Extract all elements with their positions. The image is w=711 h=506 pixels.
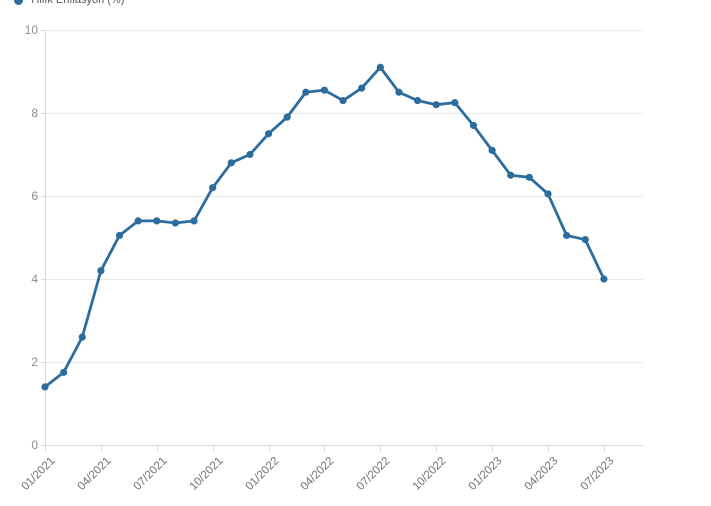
x-axis-tick-mark bbox=[436, 446, 438, 451]
y-axis-tick-label: 8 bbox=[31, 106, 38, 120]
x-axis-tick-mark bbox=[156, 446, 158, 451]
series-data-point[interactable]: 06/2021: 5.4 bbox=[134, 217, 142, 225]
series-data-point[interactable]: 02/2022: 7.9 bbox=[283, 113, 291, 121]
y-gridline bbox=[45, 30, 643, 31]
series-data-point[interactable]: 12/2021: 7 bbox=[246, 150, 254, 159]
series-data-point[interactable]: 08/2021: 5.35 bbox=[171, 219, 179, 227]
y-axis-tick-label: 10 bbox=[24, 23, 38, 37]
series-data-point[interactable]: 04/2022: 8.55 bbox=[320, 86, 329, 94]
x-axis-line bbox=[45, 445, 643, 446]
y-gridline bbox=[45, 362, 643, 363]
series-data-point[interactable]: 08/2022: 8.5 bbox=[395, 88, 403, 96]
y-axis-tick-mark bbox=[41, 30, 45, 31]
series-data-point[interactable]: 03/2021: 2.6 bbox=[78, 333, 86, 341]
series-data-point[interactable]: 03/2022: 8.5 bbox=[302, 88, 310, 96]
y-axis-tick-label: 2 bbox=[31, 355, 38, 369]
series-data-point[interactable]: 05/2022: 8.3 bbox=[339, 96, 347, 105]
y-axis-tick-mark bbox=[41, 362, 45, 363]
series-data-point[interactable]: 02/2023: 6.5 bbox=[507, 171, 515, 179]
legend-dot-marker-icon bbox=[14, 0, 23, 5]
series-line bbox=[43, 65, 606, 389]
series-data-point[interactable]: 11/2022: 8.25 bbox=[451, 99, 459, 107]
series-data-point[interactable]: 03/2023: 6.45 bbox=[525, 173, 533, 181]
series-data-point[interactable]: 09/2022: 8.3 bbox=[413, 96, 422, 105]
y-axis-tick-mark bbox=[41, 113, 45, 114]
x-axis-tick-mark bbox=[380, 446, 382, 451]
y-gridline bbox=[45, 279, 643, 280]
y-axis-tick-label: 0 bbox=[31, 438, 38, 452]
x-axis-tick-mark bbox=[492, 446, 494, 451]
x-axis-tick-mark bbox=[603, 446, 605, 451]
series-data-point[interactable]: 07/2022: 9.1 bbox=[376, 63, 384, 71]
y-axis-line bbox=[45, 30, 46, 446]
series-data-point[interactable]: 04/2023: 6.05 bbox=[544, 190, 552, 198]
y-axis-tick-labels: 0 2 4 6 8 10 bbox=[0, 0, 38, 506]
x-axis-tick-mark bbox=[324, 446, 326, 451]
series-data-point[interactable]: 06/2023: 4.95 bbox=[581, 235, 589, 244]
y-axis-tick-mark bbox=[41, 196, 45, 197]
series-data-point[interactable]: 09/2021: 5.4 bbox=[190, 217, 198, 225]
series-data-point[interactable]: 10/2021: 6.2 bbox=[209, 184, 217, 192]
x-axis-tick-mark bbox=[212, 446, 214, 451]
x-axis-tick-mark bbox=[268, 446, 270, 451]
series-data-point[interactable]: 01/2023: 7.1 bbox=[488, 146, 496, 154]
series-data-point[interactable]: 06/2022: 8.6 bbox=[358, 84, 366, 92]
series-data-point[interactable]: 04/2021: 4.2 bbox=[97, 267, 105, 275]
y-gridline bbox=[45, 196, 643, 197]
series-data-point[interactable]: 12/2022: 7.7 bbox=[469, 121, 478, 130]
series-data-point[interactable]: 01/2022: 7.5 bbox=[264, 130, 273, 138]
series-data-point[interactable]: 01/2021: 1.4 bbox=[41, 383, 49, 391]
series-data-point[interactable]: 02/2021: 1.75 bbox=[60, 368, 68, 376]
series-data-point[interactable]: 07/2021: 5.4 bbox=[153, 217, 161, 225]
series-data-point[interactable]: 05/2021: 5.05 bbox=[115, 231, 124, 240]
x-axis-tick-mark bbox=[45, 446, 46, 451]
y-gridline bbox=[45, 113, 643, 114]
y-axis-tick-mark bbox=[41, 279, 45, 280]
series-data-point[interactable]: 07/2023: 4 bbox=[600, 275, 608, 283]
y-axis-tick-mark bbox=[41, 445, 45, 446]
x-axis-tick-mark bbox=[547, 446, 549, 451]
y-axis-tick-label: 4 bbox=[31, 272, 38, 286]
chart-legend: Yıllık Enflasyon (%) bbox=[14, 0, 124, 7]
series-data-point[interactable]: 11/2021: 6.8 bbox=[227, 159, 235, 167]
series-data-point[interactable]: 05/2023: 5.05 bbox=[563, 231, 571, 240]
series-data-point[interactable]: 10/2022: 8.2 bbox=[432, 101, 440, 109]
legend-item-label: Yıllık Enflasyon (%) bbox=[29, 0, 125, 6]
y-axis-tick-label: 6 bbox=[31, 189, 38, 203]
x-axis-tick-mark bbox=[100, 446, 102, 451]
